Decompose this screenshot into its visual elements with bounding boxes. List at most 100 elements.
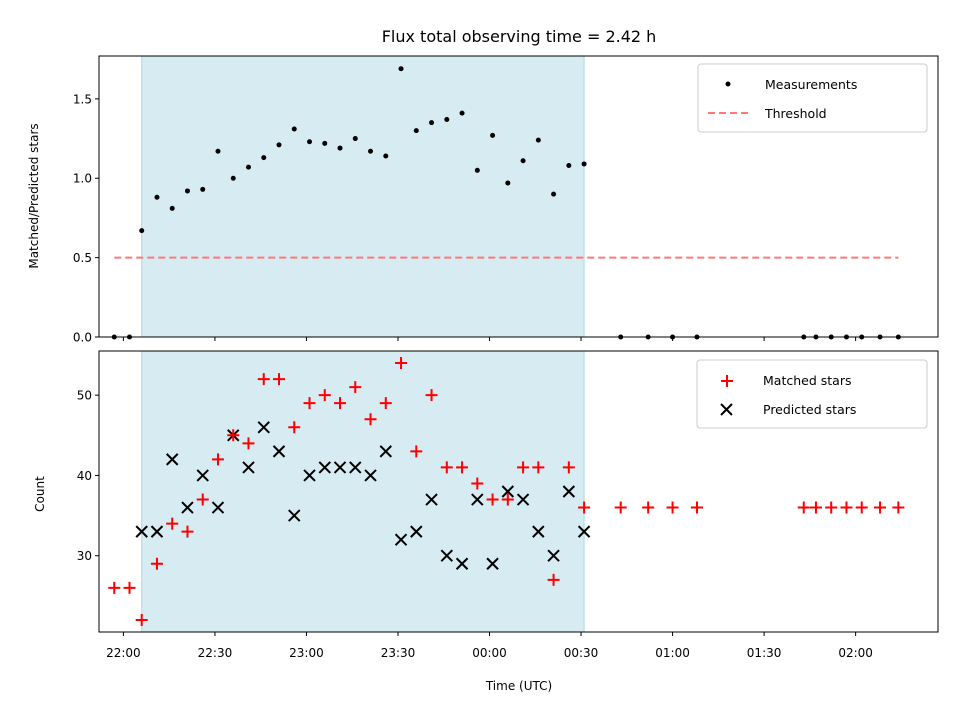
predicted-star-point — [318, 461, 331, 474]
predicted-star-point — [135, 525, 148, 538]
predicted-star-points — [135, 421, 591, 570]
x-tick-label: 22:30 — [198, 646, 233, 660]
predicted-star-point — [455, 557, 469, 570]
measurement-point — [307, 139, 313, 145]
matched-star-point — [303, 397, 316, 410]
bottom-legend: Matched stars Predicted stars — [696, 359, 928, 429]
bottom-x-ticks: 22:00 22:30 23:00 23:30 00:00 00:30 01:00 01:30… — [106, 632, 873, 660]
bottom-y-axis-label: Count — [33, 476, 47, 512]
matched-star-point — [211, 453, 224, 466]
predicted-star-point — [516, 493, 530, 506]
x-tick-label: 01:00 — [655, 646, 690, 660]
measurement-point — [276, 142, 282, 148]
bottom-highlight-span — [141, 350, 585, 633]
predicted-star-point — [425, 493, 438, 506]
predicted-star-point — [562, 485, 576, 498]
measurement-point — [368, 148, 374, 154]
legend-threshold-label: Threshold — [764, 106, 827, 121]
top-legend-box — [697, 63, 928, 133]
measurement-point — [322, 140, 328, 146]
predicted-star-point — [196, 469, 209, 482]
predicted-star-point — [532, 525, 545, 538]
matched-star-point — [364, 413, 377, 426]
measurement-point — [490, 132, 496, 138]
measurement-point — [551, 191, 557, 197]
predicted-star-point — [181, 501, 194, 514]
matched-star-points — [108, 357, 905, 626]
matched-star-point — [166, 517, 179, 530]
x-tick-label: 22:00 — [106, 646, 141, 660]
predicted-star-point — [288, 509, 301, 522]
matched-star-point — [410, 445, 423, 458]
bottom-panel: 30 40 50 22:00 22:30 23:00 23:30 00:00 00:30 01:… — [33, 350, 939, 693]
predicted-star-point — [471, 493, 484, 506]
matched-star-point — [425, 389, 438, 402]
predicted-star-point — [547, 549, 560, 562]
matched-star-point — [840, 501, 853, 514]
matched-star-point — [855, 501, 868, 514]
matched-star-point — [273, 373, 286, 386]
predicted-star-point — [394, 533, 408, 546]
measurement-point — [459, 110, 465, 116]
y-tick-label: 30 — [77, 549, 92, 563]
matched-star-point — [318, 389, 331, 402]
bottom-legend-box — [696, 359, 928, 429]
matched-star-point — [123, 581, 136, 594]
x-tick-label: 00:30 — [564, 646, 599, 660]
matched-star-point — [135, 613, 148, 626]
predicted-star-point — [333, 461, 347, 474]
matched-star-point — [196, 493, 209, 506]
measurement-point — [444, 117, 450, 123]
predicted-star-point — [440, 549, 454, 562]
measurement-point — [352, 136, 358, 142]
measurement-point — [398, 66, 404, 72]
x-axis-label: Time (UTC) — [485, 679, 552, 693]
matched-star-point — [242, 437, 255, 450]
matched-star-point — [642, 501, 655, 514]
measurement-point — [520, 158, 526, 164]
matched-star-point — [471, 477, 484, 490]
matched-star-point — [456, 461, 469, 474]
y-tick-label: 1.0 — [73, 172, 92, 186]
matched-star-point — [797, 501, 810, 514]
top-panel: 0.0 0.5 1.0 1.5 Matched/Predicted stars Mea… — [27, 55, 939, 345]
matched-star-point — [288, 421, 301, 434]
measurement-point — [215, 148, 221, 154]
measurement-point — [566, 163, 572, 169]
matched-star-point — [379, 397, 392, 410]
matched-star-point — [257, 373, 270, 386]
x-tick-label: 01:30 — [747, 646, 782, 660]
matched-star-point — [517, 461, 530, 474]
matched-star-point — [532, 461, 545, 474]
measurement-point — [230, 175, 236, 181]
predicted-star-point — [364, 469, 377, 482]
measurement-point — [337, 145, 343, 151]
matched-star-point — [825, 501, 838, 514]
matched-star-point — [547, 573, 560, 586]
matched-star-point — [874, 501, 887, 514]
x-tick-label: 02:00 — [838, 646, 873, 660]
measurement-point — [291, 126, 297, 132]
legend-predicted-marker — [720, 403, 733, 416]
x-tick-label: 23:30 — [381, 646, 416, 660]
predicted-star-point — [577, 525, 591, 538]
predicted-star-point — [501, 485, 515, 498]
measurement-point — [474, 167, 480, 173]
y-tick-label: 50 — [77, 389, 92, 403]
matched-star-point — [614, 501, 627, 514]
predicted-star-point — [257, 421, 270, 434]
measurement-point — [413, 128, 419, 134]
legend-matched-label: Matched stars — [763, 373, 851, 388]
matched-star-point — [227, 429, 240, 442]
predicted-star-point — [272, 445, 286, 458]
matched-star-point — [150, 557, 163, 570]
top-x-ticks — [122, 337, 857, 341]
y-tick-label: 40 — [77, 469, 92, 483]
measurement-point — [581, 161, 587, 167]
predicted-star-point — [303, 469, 316, 482]
measurement-point — [261, 155, 267, 161]
x-tick-label: 00:00 — [472, 646, 507, 660]
bottom-y-ticks: 30 40 50 — [77, 389, 99, 563]
legend-matched-marker — [721, 375, 733, 387]
